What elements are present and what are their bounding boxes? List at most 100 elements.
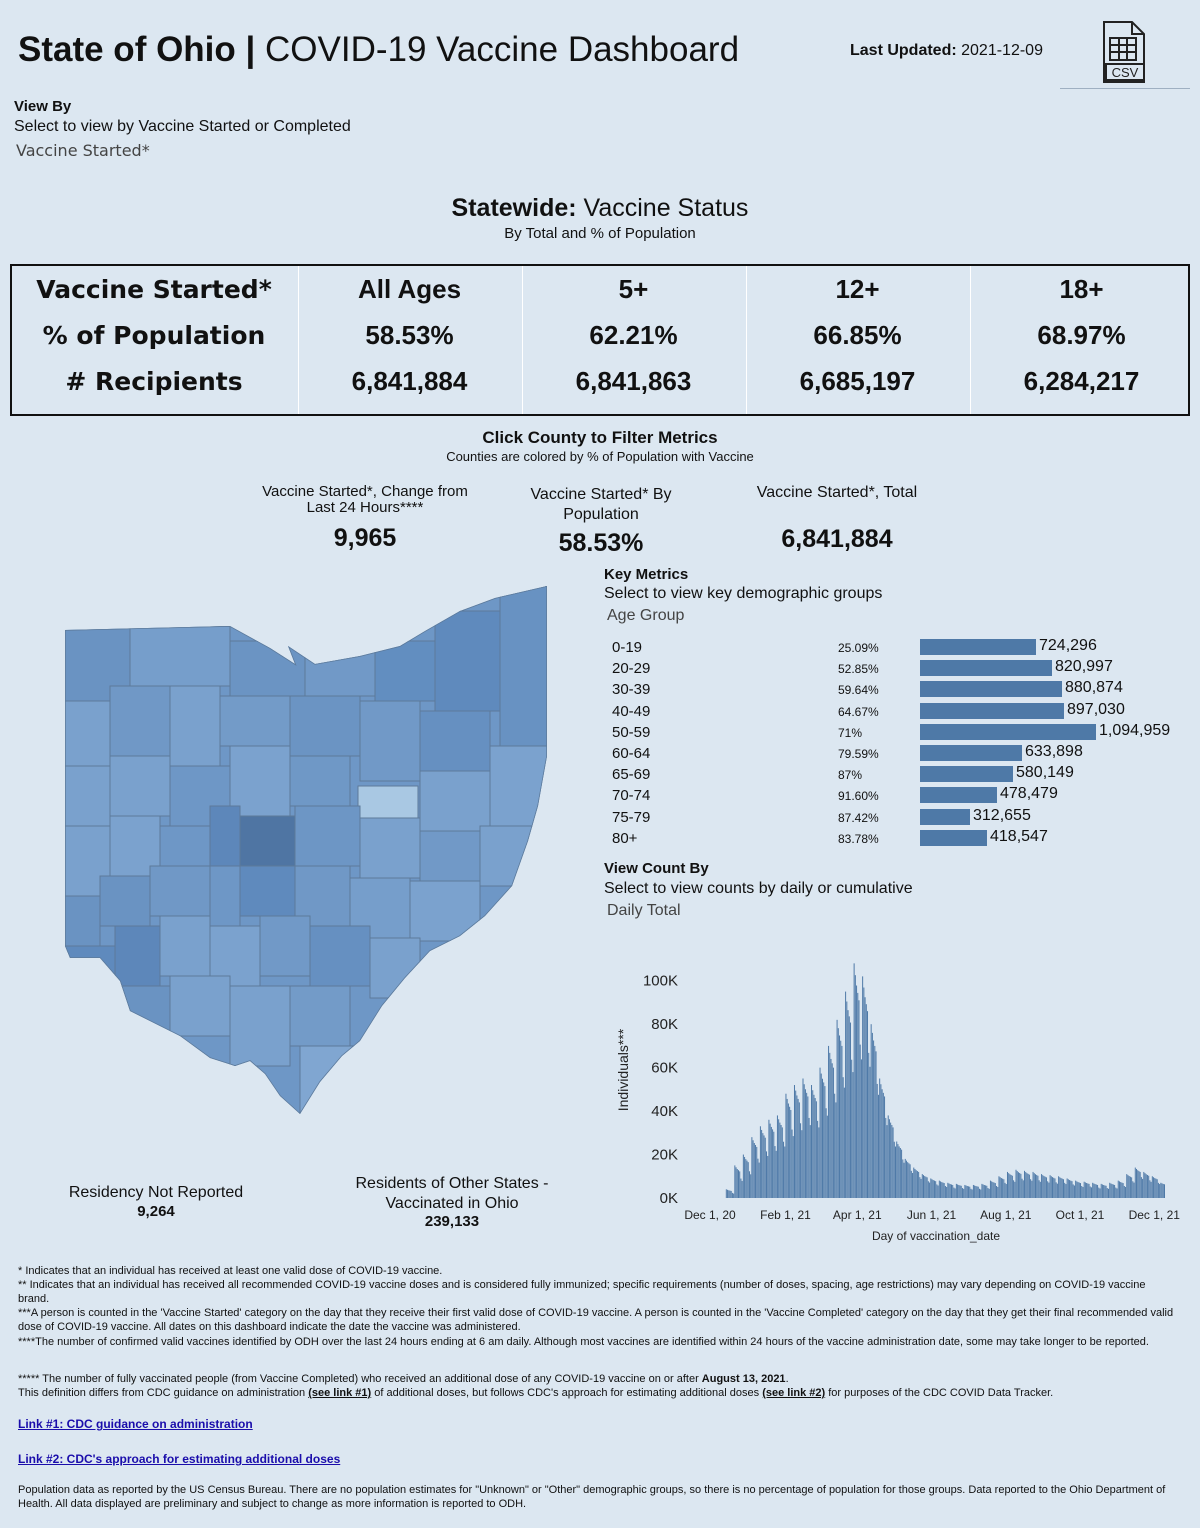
daily-bar[interactable] — [1055, 1182, 1057, 1198]
view-by-select[interactable]: Vaccine Started* — [16, 141, 150, 160]
daily-bar[interactable] — [970, 1188, 972, 1198]
county-shape[interactable] — [209, 805, 241, 867]
daily-bar[interactable] — [864, 997, 866, 1198]
daily-bar[interactable] — [1144, 1173, 1146, 1198]
daily-bar[interactable] — [853, 963, 855, 1198]
daily-bar[interactable] — [839, 1035, 841, 1198]
daily-bar[interactable] — [787, 1103, 789, 1198]
daily-bar[interactable] — [1072, 1184, 1074, 1198]
daily-bar[interactable] — [757, 1158, 759, 1198]
footnote-link-2[interactable]: (see link #2) — [762, 1387, 826, 1399]
daily-bar[interactable] — [740, 1178, 742, 1198]
daily-bar[interactable] — [954, 1188, 956, 1198]
daily-bar[interactable] — [1048, 1182, 1050, 1198]
daily-bar[interactable] — [923, 1175, 924, 1198]
daily-bar[interactable] — [874, 1045, 876, 1198]
daily-bar[interactable] — [918, 1171, 920, 1198]
daily-bar[interactable] — [921, 1174, 923, 1198]
daily-bar[interactable] — [1075, 1180, 1077, 1198]
age-group-row[interactable]: 20-29 52.85% 820,997 — [610, 658, 1190, 679]
daily-bar[interactable] — [1026, 1173, 1028, 1198]
county-shape[interactable] — [409, 880, 481, 942]
county-highlight[interactable] — [357, 785, 419, 819]
daily-bar[interactable] — [1022, 1180, 1024, 1198]
county-shape[interactable] — [419, 770, 491, 832]
daily-bar[interactable] — [902, 1159, 904, 1198]
daily-bar[interactable] — [804, 1089, 806, 1198]
daily-bar[interactable] — [818, 1127, 820, 1198]
daily-bar[interactable] — [772, 1129, 774, 1198]
daily-bar[interactable] — [927, 1181, 929, 1198]
daily-bar[interactable] — [963, 1188, 965, 1198]
daily-bar[interactable] — [817, 1120, 819, 1198]
daily-bar[interactable] — [764, 1137, 766, 1198]
daily-bar[interactable] — [899, 1148, 901, 1198]
daily-bar[interactable] — [1014, 1181, 1016, 1198]
daily-bar[interactable] — [1092, 1182, 1094, 1198]
daily-bar[interactable] — [1052, 1177, 1054, 1198]
daily-bar[interactable] — [895, 1146, 897, 1198]
daily-bar[interactable] — [903, 1162, 905, 1198]
county-shape[interactable] — [60, 945, 116, 1007]
county-shape[interactable] — [119, 985, 171, 1047]
daily-bar[interactable] — [955, 1183, 957, 1198]
daily-bar[interactable] — [1006, 1171, 1008, 1198]
county-shape[interactable] — [129, 625, 231, 687]
county-shape[interactable] — [359, 817, 421, 879]
daily-bar[interactable] — [1054, 1178, 1056, 1198]
daily-bar[interactable] — [986, 1185, 988, 1198]
daily-bar[interactable] — [888, 1119, 890, 1198]
daily-bar[interactable] — [1106, 1188, 1108, 1198]
daily-bar[interactable] — [751, 1137, 753, 1198]
daily-bar[interactable] — [857, 992, 859, 1198]
daily-bar[interactable] — [926, 1177, 928, 1198]
daily-bar[interactable] — [1015, 1169, 1017, 1198]
county-shape[interactable] — [294, 805, 361, 867]
daily-bar[interactable] — [807, 1096, 809, 1198]
daily-bar[interactable] — [728, 1190, 730, 1198]
daily-bar[interactable] — [1148, 1175, 1150, 1198]
daily-bar[interactable] — [957, 1184, 959, 1198]
daily-bar[interactable] — [1024, 1170, 1026, 1198]
daily-bar[interactable] — [1120, 1182, 1122, 1198]
daily-bar[interactable] — [1031, 1180, 1033, 1198]
daily-bar[interactable] — [1140, 1177, 1142, 1198]
daily-bar[interactable] — [936, 1184, 938, 1198]
daily-bar[interactable] — [765, 1151, 767, 1198]
daily-bar[interactable] — [976, 1186, 978, 1198]
daily-bar[interactable] — [982, 1184, 984, 1198]
daily-bar[interactable] — [862, 976, 864, 1198]
daily-bar[interactable] — [762, 1133, 764, 1198]
daily-bar[interactable] — [1043, 1176, 1045, 1198]
daily-bar[interactable] — [846, 1001, 848, 1199]
county-shape[interactable] — [159, 915, 211, 977]
daily-bar[interactable] — [1009, 1174, 1011, 1198]
daily-bar[interactable] — [897, 1144, 899, 1198]
daily-bar[interactable] — [744, 1156, 746, 1198]
daily-bar[interactable] — [1134, 1167, 1136, 1198]
daily-bar[interactable] — [1038, 1180, 1040, 1198]
daily-bar[interactable] — [920, 1178, 922, 1198]
daily-bar[interactable] — [999, 1177, 1001, 1198]
daily-bar[interactable] — [933, 1180, 935, 1198]
daily-bar[interactable] — [1011, 1175, 1013, 1198]
daily-bar[interactable] — [1109, 1182, 1111, 1198]
key-metrics-select[interactable]: Age Group — [607, 607, 685, 624]
daily-bar[interactable] — [770, 1126, 772, 1198]
daily-bar[interactable] — [1129, 1176, 1131, 1198]
daily-bar[interactable] — [1080, 1183, 1082, 1198]
daily-bar[interactable] — [1139, 1171, 1141, 1198]
daily-bar[interactable] — [819, 1067, 821, 1198]
daily-bar[interactable] — [742, 1154, 744, 1198]
daily-bar[interactable] — [1042, 1175, 1044, 1198]
daily-bar[interactable] — [823, 1082, 825, 1198]
daily-bar[interactable] — [1037, 1175, 1039, 1198]
daily-bar[interactable] — [785, 1093, 787, 1198]
daily-bar[interactable] — [880, 1084, 882, 1198]
daily-bar[interactable] — [1084, 1182, 1086, 1198]
daily-bar[interactable] — [739, 1171, 741, 1198]
daily-bar[interactable] — [1002, 1178, 1004, 1198]
daily-bar[interactable] — [1017, 1172, 1019, 1198]
daily-bar[interactable] — [977, 1186, 979, 1198]
daily-bar[interactable] — [829, 1052, 831, 1198]
